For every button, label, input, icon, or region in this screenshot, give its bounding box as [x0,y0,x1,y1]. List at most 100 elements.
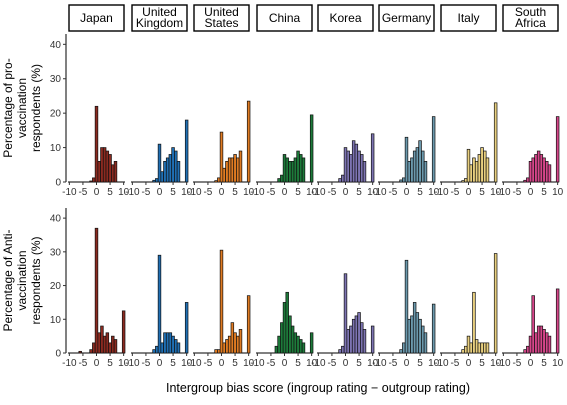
histogram-bar [493,253,498,354]
histogram-bar [230,157,235,183]
histogram-bar [225,160,229,183]
panel-united-kingdom: -10 -5 0 5 10 [125,254,193,369]
y-tick-label: 0 [55,349,61,360]
histogram-bar [293,157,298,183]
histogram-bar [309,332,314,354]
histogram-bar [466,148,471,183]
histogram-bar [407,318,411,354]
y-tick-label: 20 [50,109,62,120]
histogram-bar [480,147,484,183]
x-tick-label: 0 [94,358,100,369]
histogram-bar [357,150,361,183]
x-tick-label: -10 [125,187,140,198]
y-tick-label: 30 [50,247,62,258]
x-tick-label: -5 [203,187,212,198]
y-tick-label: 40 [50,214,62,225]
x-tick-label: 0 [157,187,163,198]
histogram-bar [102,147,107,183]
histogram-bar [233,332,237,354]
histogram-bar [485,157,490,183]
x-tick-label: -10 [496,358,511,369]
x-tick-label: -10 [250,187,265,198]
x-tick-label: 10 [367,187,379,198]
histogram-bar [423,160,428,183]
histogram-bar [299,339,303,354]
x-tick-label: -5 [141,187,150,198]
panel-south-africa: -10 -5 0 5 10 [496,288,564,369]
histogram-bar [152,349,156,354]
histogram-bar [111,164,115,183]
x-tick-label: -5 [141,358,150,369]
strip-label-text: United [204,5,239,19]
x-tick-label: 10 [552,187,564,198]
x-tick-label: -10 [496,187,511,198]
x-tick-label: -10 [125,358,140,369]
x-tick-label: 5 [356,358,362,369]
histogram-bar [407,160,411,183]
x-tick-label: 10 [118,187,130,198]
x-tick-label: -5 [266,358,275,369]
x-tick-label: -5 [78,187,87,198]
x-tick-label: -10 [372,187,387,198]
strip-label-text: Japan [80,11,113,25]
strip-china: China [256,4,313,32]
x-tick-label: 0 [343,187,349,198]
x-tick-label: 5 [479,187,485,198]
y-tick-label: 20 [50,281,62,292]
x-tick-label: 10 [181,187,193,198]
histogram-bar [415,147,420,183]
histogram-bar [370,133,375,183]
histogram-bar [431,116,436,183]
histogram-bar [288,160,292,183]
y-axis-titles: Percentage of pro-vaccinationrespondents… [1,58,43,331]
histogram-bar [238,329,243,354]
x-tick-label: 5 [170,187,176,198]
y-axis-title-line: Percentage of pro- [1,58,15,157]
histogram-bar [246,100,251,183]
histogram-bar [121,310,126,354]
x-tick-label: 5 [417,187,423,198]
panel-germany: -10 -5 0 5 10 [372,116,440,198]
histogram-bar [485,342,490,354]
histogram-bar [92,177,96,183]
histogram-bar [277,335,281,354]
histogram-bar [233,154,237,183]
histogram-bar [236,335,240,354]
histogram-bar [531,295,535,354]
strip-box [440,4,497,32]
histogram-bar [157,254,162,354]
x-tick-label: -5 [266,187,275,198]
x-tick-label: 0 [404,358,410,369]
strip-box [68,4,125,32]
x-tick-label: 5 [417,358,423,369]
histogram-bar [102,335,107,354]
histogram-bar [412,302,417,354]
histogram-bar [399,179,403,183]
x-tick-label: -10 [311,358,326,369]
strip-box [256,4,313,32]
histogram-bar [421,325,425,354]
histogram-bar [526,345,530,354]
y-axis-title: Percentage of Anti-vaccinationrespondent… [1,229,43,331]
histogram-bar [184,119,189,183]
x-tick-label: -5 [512,187,521,198]
histogram-bar [238,150,243,183]
histogram-bar [105,150,110,183]
histogram-bar [341,174,345,183]
histogram-bar [346,329,350,354]
histogram-bar [410,315,414,354]
histogram-bar [341,345,345,354]
histogram-bar [217,349,221,354]
histogram-bar [274,345,279,354]
histogram-bar [343,147,348,183]
histogram-bar [285,157,289,183]
histogram-bar [301,342,306,354]
histogram-bar [225,339,229,354]
histogram-bar [360,154,364,183]
y-axis-title-line: vaccination [15,78,29,138]
histogram-bar [542,157,546,183]
histogram-bar [285,291,289,354]
x-tick-label: 5 [107,358,113,369]
